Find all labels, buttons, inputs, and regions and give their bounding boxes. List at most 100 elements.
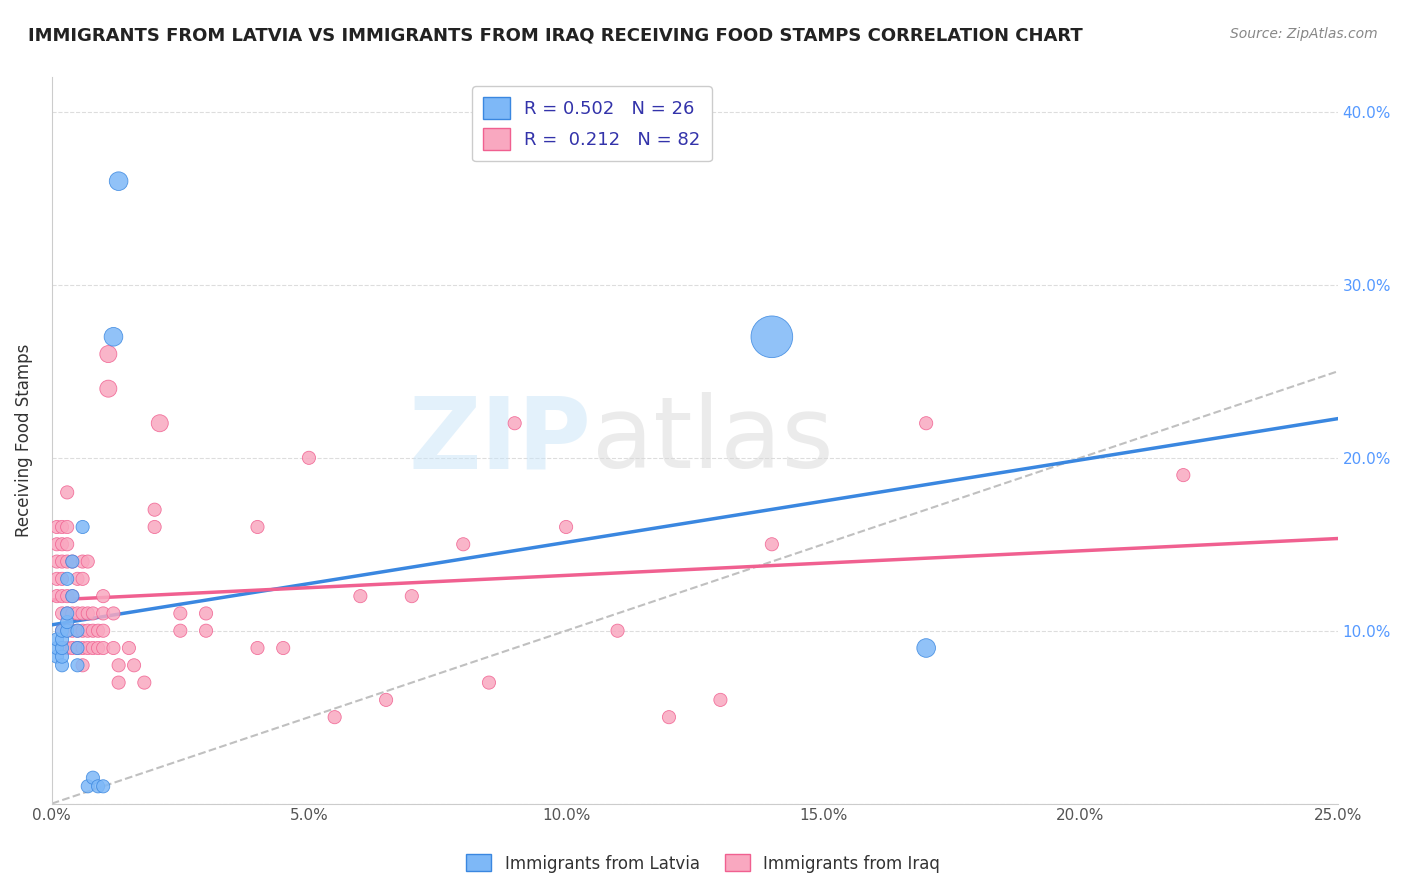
Point	[66, 640, 89, 655]
Point	[51, 589, 73, 603]
Point	[56, 624, 79, 638]
Point	[51, 624, 73, 638]
Point	[60, 555, 83, 569]
Text: IMMIGRANTS FROM LATVIA VS IMMIGRANTS FROM IRAQ RECEIVING FOOD STAMPS CORRELATION: IMMIGRANTS FROM LATVIA VS IMMIGRANTS FRO…	[28, 27, 1083, 45]
Point	[658, 710, 681, 724]
Point	[66, 658, 89, 673]
Point	[56, 624, 79, 638]
Point	[72, 658, 94, 673]
Point	[51, 632, 73, 647]
Point	[91, 607, 114, 621]
Point	[246, 520, 269, 534]
Point	[149, 416, 172, 430]
Point	[66, 624, 89, 638]
Point	[60, 555, 83, 569]
Point	[122, 658, 145, 673]
Point	[51, 572, 73, 586]
Point	[56, 537, 79, 551]
Point	[76, 624, 98, 638]
Point	[72, 520, 94, 534]
Legend: Immigrants from Latvia, Immigrants from Iraq: Immigrants from Latvia, Immigrants from …	[460, 847, 946, 880]
Point	[107, 675, 129, 690]
Point	[56, 607, 79, 621]
Point	[195, 607, 218, 621]
Point	[45, 572, 67, 586]
Text: atlas: atlas	[592, 392, 834, 489]
Point	[51, 640, 73, 655]
Point	[134, 675, 156, 690]
Point	[1173, 468, 1195, 483]
Point	[45, 649, 67, 664]
Point	[82, 624, 104, 638]
Point	[915, 416, 938, 430]
Point	[45, 520, 67, 534]
Point	[66, 624, 89, 638]
Point	[56, 607, 79, 621]
Point	[51, 520, 73, 534]
Point	[349, 589, 371, 603]
Point	[169, 624, 191, 638]
Point	[478, 675, 501, 690]
Point	[76, 607, 98, 621]
Point	[56, 572, 79, 586]
Point	[246, 640, 269, 655]
Point	[91, 640, 114, 655]
Point	[45, 632, 67, 647]
Point	[60, 607, 83, 621]
Point	[107, 658, 129, 673]
Point	[56, 520, 79, 534]
Point	[56, 615, 79, 629]
Point	[56, 589, 79, 603]
Point	[91, 589, 114, 603]
Point	[91, 780, 114, 794]
Point	[606, 624, 628, 638]
Point	[45, 589, 67, 603]
Point	[143, 520, 166, 534]
Point	[401, 589, 423, 603]
Point	[45, 537, 67, 551]
Point	[195, 624, 218, 638]
Point	[709, 693, 731, 707]
Point	[56, 640, 79, 655]
Point	[66, 607, 89, 621]
Point	[87, 780, 110, 794]
Point	[60, 640, 83, 655]
Point	[51, 649, 73, 664]
Point	[45, 640, 67, 655]
Point	[76, 640, 98, 655]
Point	[72, 640, 94, 655]
Point	[451, 537, 474, 551]
Point	[66, 572, 89, 586]
Point	[87, 640, 110, 655]
Point	[103, 640, 125, 655]
Y-axis label: Receiving Food Stamps: Receiving Food Stamps	[15, 343, 32, 537]
Point	[72, 624, 94, 638]
Point	[72, 555, 94, 569]
Point	[76, 780, 98, 794]
Point	[82, 607, 104, 621]
Point	[51, 624, 73, 638]
Point	[56, 555, 79, 569]
Point	[915, 640, 938, 655]
Point	[375, 693, 398, 707]
Point	[76, 555, 98, 569]
Point	[169, 607, 191, 621]
Point	[555, 520, 578, 534]
Point	[56, 485, 79, 500]
Point	[271, 640, 294, 655]
Point	[323, 710, 346, 724]
Point	[107, 174, 129, 188]
Point	[87, 624, 110, 638]
Text: ZIP: ZIP	[409, 392, 592, 489]
Point	[60, 589, 83, 603]
Point	[503, 416, 526, 430]
Point	[761, 537, 783, 551]
Point	[761, 330, 783, 344]
Point	[103, 330, 125, 344]
Point	[91, 624, 114, 638]
Point	[72, 572, 94, 586]
Point	[66, 640, 89, 655]
Point	[82, 640, 104, 655]
Legend: R = 0.502   N = 26, R =  0.212   N = 82: R = 0.502 N = 26, R = 0.212 N = 82	[472, 87, 711, 161]
Point	[51, 537, 73, 551]
